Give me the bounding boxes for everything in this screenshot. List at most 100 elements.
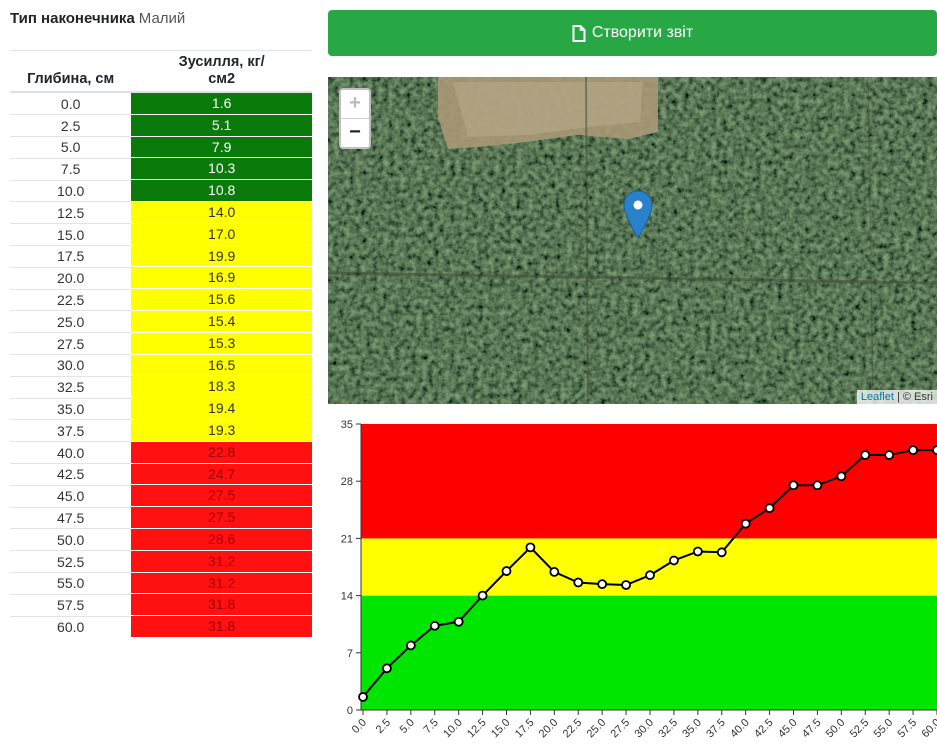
table-row: 60.0 31.8 xyxy=(10,615,312,638)
y-tick-label: 21 xyxy=(341,533,353,545)
table-row: 2.5 5.1 xyxy=(10,114,312,137)
tip-type: Тип наконечника Малий xyxy=(10,10,185,27)
chart-band xyxy=(361,595,937,710)
measurements-table: Глибина, см Зусилля, кг/см2 0.0 1.6 2.5 5.1… xyxy=(10,50,312,638)
force-cell: 16.5 xyxy=(131,354,312,377)
force-value: 16.5 xyxy=(131,354,312,377)
data-point xyxy=(669,555,679,566)
force-cell: 5.1 xyxy=(131,114,312,137)
force-value: 24.7 xyxy=(131,463,312,486)
x-tick-label: 0.0 xyxy=(350,717,369,736)
force-cell: 19.4 xyxy=(131,398,312,420)
y-tick-label: 14 xyxy=(341,591,353,603)
depth-cell: 7.5 xyxy=(10,157,132,181)
depth-cell: 10.0 xyxy=(10,179,132,202)
force-cell: 24.7 xyxy=(131,463,312,486)
table-row: 20.0 16.9 xyxy=(10,266,312,290)
zoom-out-button[interactable]: − xyxy=(349,121,361,143)
data-point xyxy=(358,692,368,702)
table-row: 0.0 1.6 xyxy=(10,91,312,115)
depth-cell: 47.5 xyxy=(10,506,132,529)
y-tick-label: 35 xyxy=(341,419,353,431)
force-cell: 15.4 xyxy=(131,310,312,333)
file-icon xyxy=(572,24,586,42)
force-cell: 10.8 xyxy=(131,180,312,202)
table-row: 15.0 17.0 xyxy=(10,223,312,246)
force-cell: 18.3 xyxy=(131,376,312,399)
force-depth-chart: 0 7 14 21 28 35 0.0 2.5 5.0 7.5 10.0 12.5 15.0 17.5 20… xyxy=(341,419,937,741)
force-cell: 31.8 xyxy=(131,594,312,617)
depth-cell: 45.0 xyxy=(10,484,132,508)
satellite-imagery xyxy=(328,77,937,404)
y-tick-label: 0 xyxy=(347,705,353,717)
data-point xyxy=(501,566,512,576)
force-value: 28.6 xyxy=(131,528,312,551)
x-tick-label: 57.5 xyxy=(896,717,920,741)
data-point xyxy=(405,640,416,651)
header-force: Зусилля, кг/см2 xyxy=(131,50,312,93)
force-value: 27.5 xyxy=(131,507,312,529)
force-cell: 28.6 xyxy=(131,528,312,551)
table-row: 37.5 19.3 xyxy=(10,419,312,442)
x-tick-label: 45.0 xyxy=(776,717,800,741)
force-cell: 10.3 xyxy=(131,158,312,181)
x-tick-label: 42.5 xyxy=(752,717,776,741)
chart-band xyxy=(361,424,937,539)
x-tick-label: 5.0 xyxy=(398,717,417,736)
table-row: 10.0 10.8 xyxy=(10,179,312,202)
data-point xyxy=(477,590,488,601)
table-row: 30.0 16.5 xyxy=(10,354,312,377)
force-value: 31.8 xyxy=(131,616,312,638)
data-point xyxy=(573,577,584,588)
depth-cell: 52.5 xyxy=(10,550,132,573)
zoom-control: + − xyxy=(339,88,371,149)
data-point xyxy=(382,663,392,674)
data-point xyxy=(764,503,775,514)
table-row: 32.5 18.3 xyxy=(10,375,312,399)
x-tick-label: 7.5 xyxy=(422,717,441,736)
depth-cell: 17.5 xyxy=(10,245,132,268)
force-value: 5.1 xyxy=(131,114,312,137)
force-value: 14.0 xyxy=(131,201,312,224)
x-tick-label: 60.0 xyxy=(919,717,937,741)
force-cell: 31.2 xyxy=(131,550,312,573)
x-tick-label: 15.0 xyxy=(489,717,513,741)
create-report-label: Створити звіт xyxy=(591,24,694,41)
force-value: 15.4 xyxy=(131,310,312,333)
force-value: 22.8 xyxy=(131,441,312,464)
force-cell: 17.0 xyxy=(131,223,312,246)
depth-cell: 0.0 xyxy=(10,91,132,115)
chart-band xyxy=(361,538,937,596)
data-point xyxy=(860,450,871,460)
force-value: 31.8 xyxy=(131,594,312,617)
data-point xyxy=(884,450,895,460)
x-tick-label: 40.0 xyxy=(728,717,752,741)
data-point xyxy=(525,542,536,553)
x-tick-label: 2.5 xyxy=(374,717,393,736)
depth-cell: 37.5 xyxy=(10,419,132,442)
data-point xyxy=(812,480,823,491)
force-value: 19.4 xyxy=(131,398,312,420)
force-cell: 19.9 xyxy=(131,245,312,268)
table-row: 35.0 19.4 xyxy=(10,397,312,420)
force-cell: 16.9 xyxy=(131,267,312,290)
force-value: 31.2 xyxy=(131,550,312,573)
attribution-link[interactable]: Leaflet xyxy=(860,391,894,403)
tip-type-label: Тип наконечника xyxy=(10,10,135,27)
location-pin-icon[interactable] xyxy=(623,190,653,239)
table-row: 52.5 31.2 xyxy=(10,550,312,573)
data-point xyxy=(645,570,655,581)
depth-cell: 27.5 xyxy=(10,332,132,355)
x-tick-label: 50.0 xyxy=(824,717,848,741)
force-cell: 19.3 xyxy=(131,419,312,442)
x-tick-label: 52.5 xyxy=(848,717,872,741)
force-value: 1.6 xyxy=(131,93,312,115)
table-row: 5.0 7.9 xyxy=(10,136,312,159)
depth-cell: 12.5 xyxy=(10,201,132,224)
force-value: 19.9 xyxy=(131,245,312,268)
data-point xyxy=(932,445,937,456)
create-report-button[interactable]: Створити звіт xyxy=(328,10,937,56)
force-cell: 1.6 xyxy=(131,92,312,115)
satellite-map[interactable]: + − Leaflet | © Esri xyxy=(328,77,937,404)
zoom-in-button[interactable]: + xyxy=(341,90,369,119)
